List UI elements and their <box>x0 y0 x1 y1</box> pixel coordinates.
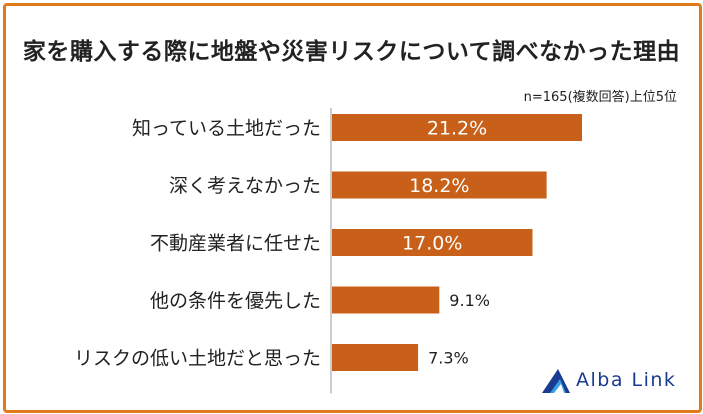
chart-title: 家を購入する際に地盤や災害リスクについて調べなかった理由 <box>22 39 681 65</box>
category-label-4: 他の条件を優先した <box>150 290 321 312</box>
category-label-3: 不動産業者に任せた <box>150 233 321 255</box>
bar-2 <box>332 171 547 199</box>
value-label-2: 18.2% <box>409 175 469 197</box>
bar-5 <box>332 344 419 371</box>
value-label-4: 9.1% <box>449 291 490 310</box>
category-label-5: リスクの低い土地だと思った <box>74 348 321 370</box>
category-label-2: 深く考えなかった <box>169 175 321 197</box>
value-label-1: 21.2% <box>427 118 487 140</box>
bar-4 <box>332 286 440 314</box>
alba-link-logo: Alba Link <box>540 366 690 396</box>
bar-3 <box>332 229 533 256</box>
category-label-1: 知っている土地だった <box>132 118 321 140</box>
sample-note: n=165(複数回答)上位5位 <box>523 90 677 105</box>
bar-1 <box>332 114 582 141</box>
value-label-5: 7.3% <box>428 349 469 368</box>
alba-link-triangle-icon <box>542 369 570 393</box>
value-label-3: 17.0% <box>402 233 462 255</box>
logo-text: Alba Link <box>576 369 677 391</box>
